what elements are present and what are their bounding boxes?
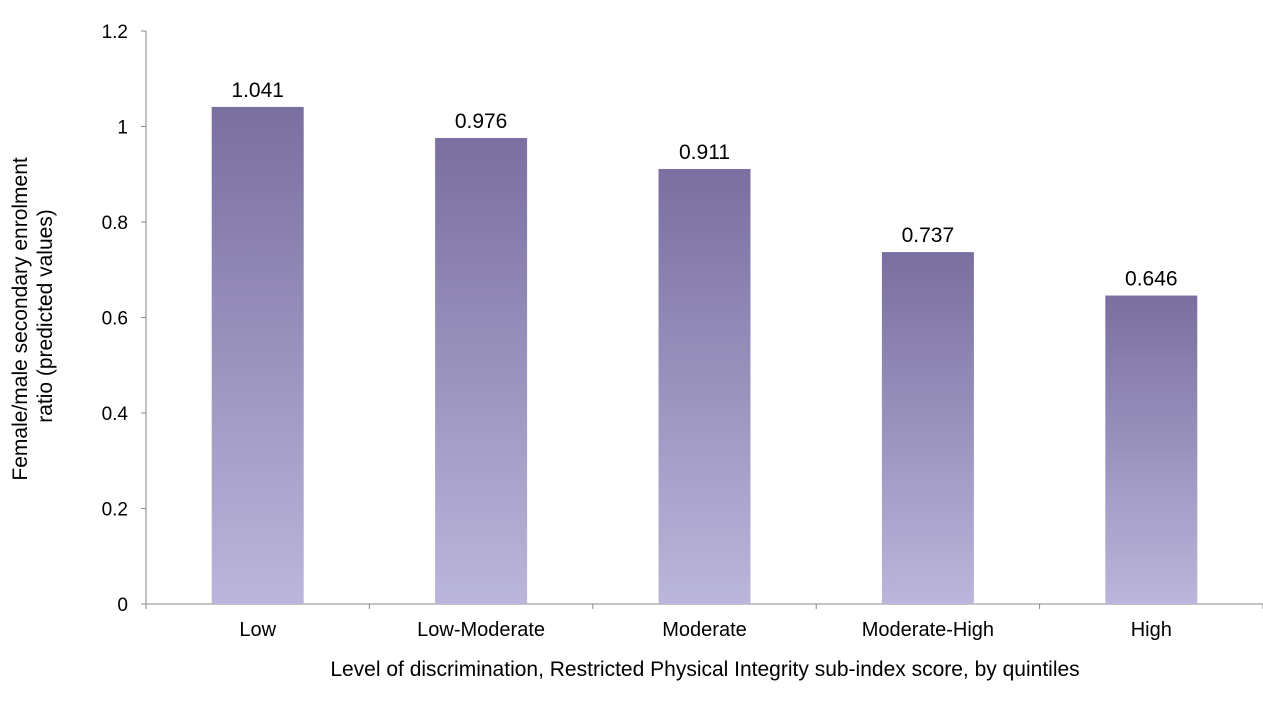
y-axis-title-line-1: Female/male secondary enrolment	[9, 157, 32, 480]
data-label: 0.646	[1125, 268, 1178, 291]
x-tick-label: Moderate	[662, 619, 747, 641]
y-tick-label: 0.6	[102, 309, 128, 330]
y-axis: 0 0.2 0.4 0.6 0.8 1 1.2	[102, 22, 147, 616]
x-axis-title: Level of discrimination, Restricted Phys…	[330, 658, 1079, 681]
x-tick-label: Low-Moderate	[417, 619, 545, 641]
bar	[435, 137, 528, 604]
x-axis: Low Low-Moderate Moderate Moderate-High High	[145, 603, 1263, 641]
bar	[211, 106, 304, 605]
x-tick-label: High	[1131, 619, 1172, 641]
x-tick-label: Low	[239, 619, 276, 641]
x-tick-label: Moderate-High	[862, 619, 994, 641]
bar	[1105, 295, 1198, 604]
bars	[211, 106, 1198, 605]
y-axis-title: Female/male secondary enrolment ratio (p…	[9, 151, 57, 480]
data-labels: 1.041 0.976 0.911 0.737 0.646	[231, 79, 1177, 291]
data-label: 0.737	[902, 224, 955, 247]
y-tick-label: 1.2	[102, 22, 128, 43]
y-tick-label: 1	[117, 118, 128, 139]
bar	[881, 252, 974, 604]
y-tick-label: 0.8	[102, 213, 128, 234]
data-label: 0.976	[455, 110, 508, 133]
data-label: 0.911	[679, 141, 730, 164]
y-axis-title-line-2: ratio (predicted values)	[34, 209, 57, 423]
bar	[658, 168, 751, 604]
y-tick-label: 0.2	[102, 500, 128, 521]
data-label: 1.041	[231, 79, 284, 102]
y-tick-label: 0	[117, 595, 128, 616]
y-tick-label: 0.4	[102, 404, 129, 425]
